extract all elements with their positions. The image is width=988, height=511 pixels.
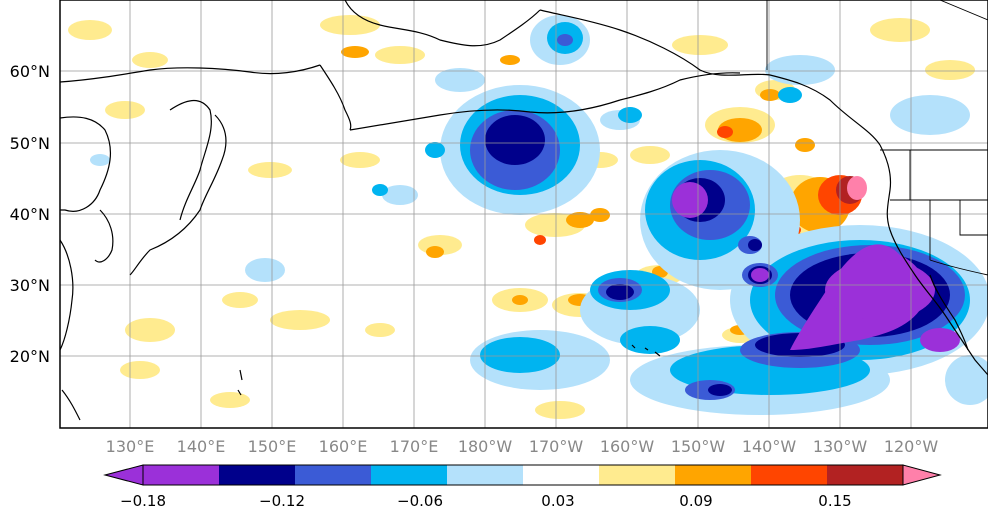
colorbar-tick-label: −0.06 — [397, 492, 443, 510]
colorbar-swatch — [675, 465, 752, 485]
colorbar-swatch — [751, 465, 828, 485]
latitude-labels: 60°N 50°N 40°N 30°N 20°N — [10, 62, 50, 366]
colorbar-min-extension — [103, 464, 144, 486]
positive-max-patches — [847, 176, 867, 200]
colorbar-swatch — [295, 465, 372, 485]
lon-label: 150°E — [248, 437, 297, 456]
colorbar-swatch — [523, 465, 600, 485]
lon-label: 150°W — [671, 437, 726, 456]
lon-label: 170°E — [390, 437, 439, 456]
colorbar-swatch — [599, 465, 676, 485]
lon-label: 170°W — [529, 437, 584, 456]
map-area — [60, 0, 988, 428]
lon-label: 140°E — [177, 437, 226, 456]
colorbar-tick-label: 0.03 — [541, 492, 574, 510]
lat-label: 20°N — [10, 347, 50, 366]
lat-label: 30°N — [10, 276, 50, 295]
colorbar-tick-label: 0.09 — [679, 492, 712, 510]
anomaly-contours — [68, 15, 988, 419]
colorbar-swatches — [143, 465, 904, 485]
colorbar-tick-label: −0.18 — [120, 492, 166, 510]
colorbar-swatch — [371, 465, 448, 485]
lat-label: 60°N — [10, 62, 50, 81]
negative-max-patches — [672, 182, 960, 352]
political-borders — [766, 0, 988, 276]
colorbar-max-extension — [902, 464, 942, 486]
colorbar-tick-labels: −0.18 −0.12 −0.06 0.03 0.09 0.15 — [120, 492, 852, 510]
longitude-labels: 130°E 140°E 150°E 160°E 170°E 180°W 170°… — [106, 437, 939, 456]
lon-label: 130°W — [813, 437, 868, 456]
colorbar-swatch — [827, 465, 904, 485]
lon-label: 160°E — [319, 437, 368, 456]
lon-label: 140°W — [742, 437, 797, 456]
lon-label: 180°W — [458, 437, 513, 456]
colorbar-tick-label: 0.15 — [818, 492, 851, 510]
colorbar-swatch — [447, 465, 524, 485]
lat-label: 50°N — [10, 134, 50, 153]
colorbar: −0.18 −0.12 −0.06 0.03 0.09 0.15 — [103, 464, 942, 510]
lat-label: 40°N — [10, 205, 50, 224]
colorbar-swatch — [219, 465, 296, 485]
colorbar-swatch — [143, 465, 220, 485]
lon-label: 120°W — [884, 437, 939, 456]
coastlines — [60, 0, 988, 421]
map-frame — [59, 0, 988, 429]
colorbar-tick-label: −0.12 — [259, 492, 305, 510]
colorbar-frame — [142, 464, 904, 486]
graticule — [60, 0, 988, 428]
lon-label: 160°W — [600, 437, 655, 456]
lon-label: 130°E — [106, 437, 155, 456]
